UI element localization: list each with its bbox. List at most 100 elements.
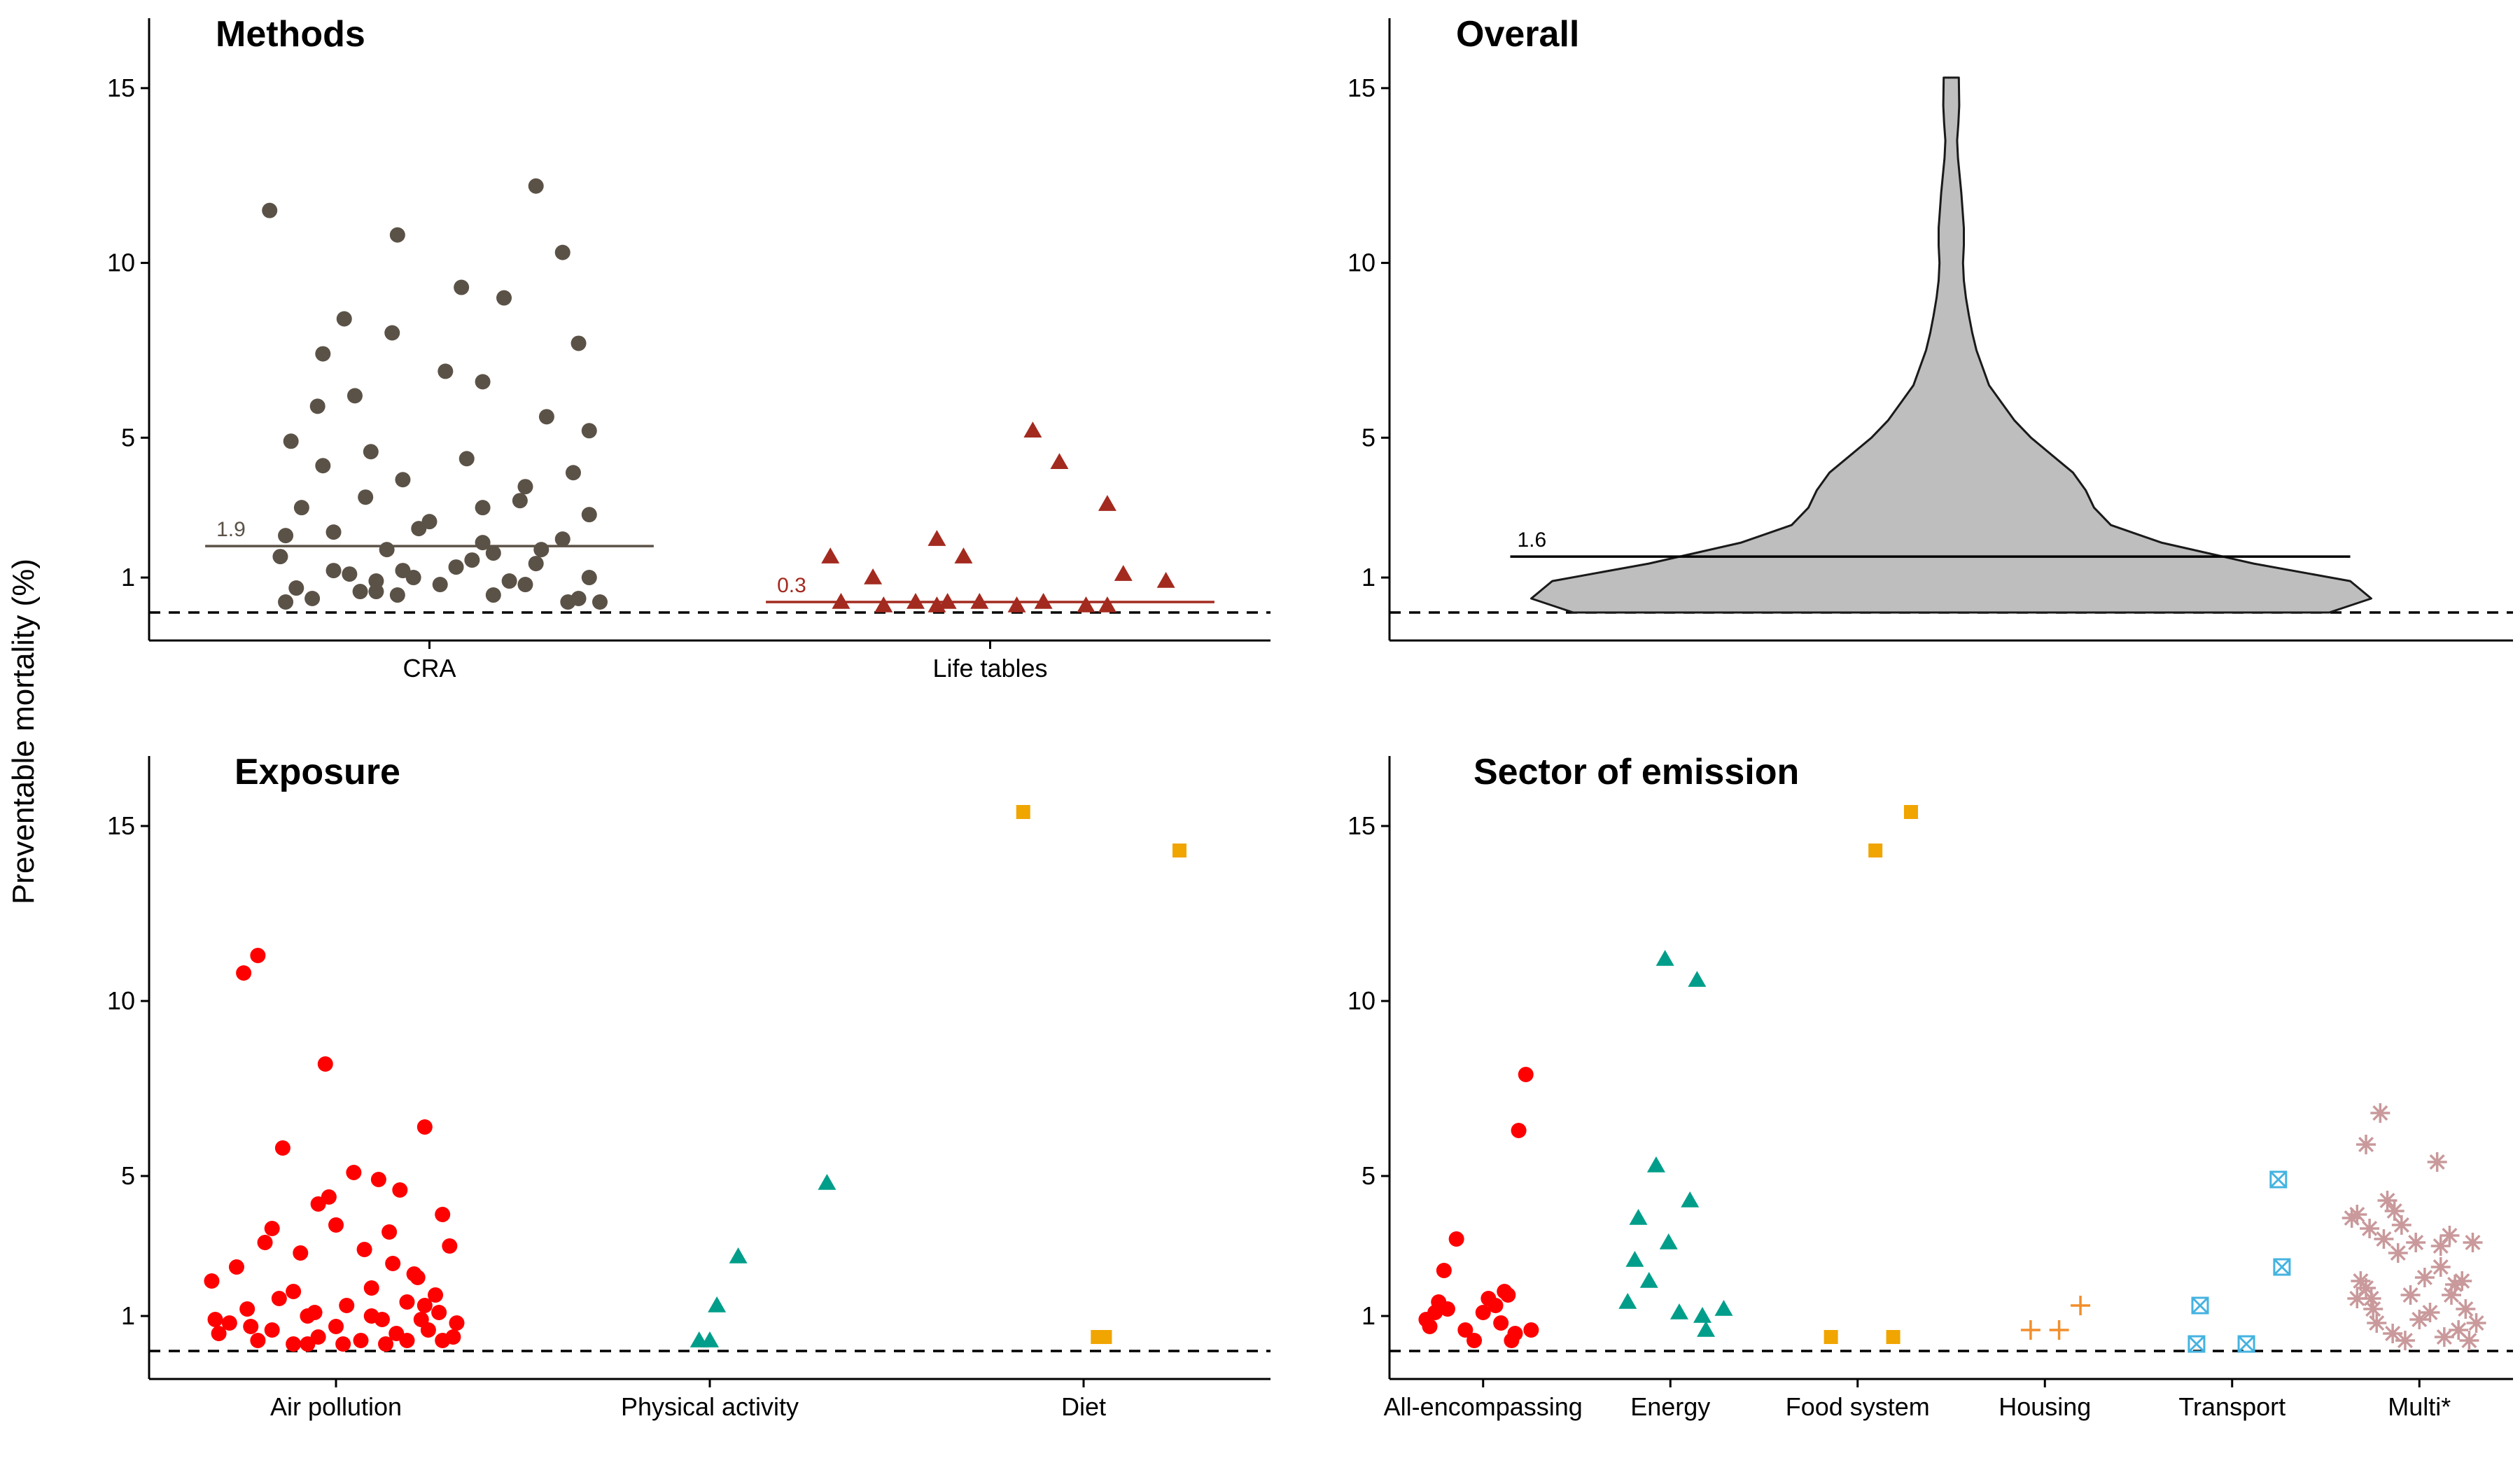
y-tick-label: 15 [107, 811, 135, 840]
data-point [1016, 805, 1030, 819]
data-point [315, 458, 331, 474]
data-point [2391, 1215, 2412, 1235]
data-point [570, 335, 587, 351]
data-point [1023, 421, 1042, 438]
data-point [496, 290, 512, 306]
data-point [207, 1312, 223, 1327]
x-tick-label: Physical activity [621, 1392, 799, 1421]
data-point [328, 1217, 344, 1233]
data-point [378, 1336, 394, 1352]
data-point [368, 573, 384, 589]
data-point [2347, 1205, 2367, 1224]
data-point [1098, 1330, 1112, 1344]
data-point [243, 1319, 259, 1334]
data-point [384, 325, 400, 341]
data-point [1034, 593, 1053, 609]
panel-title: Overall [1456, 14, 1579, 55]
data-point [2020, 1320, 2040, 1340]
data-point [304, 591, 321, 607]
data-point [363, 1308, 379, 1324]
data-point [307, 1305, 323, 1320]
data-point [538, 409, 554, 425]
data-point [1629, 1209, 1648, 1225]
data-point [406, 1266, 422, 1282]
data-point [385, 1256, 401, 1271]
data-point [1466, 1333, 1483, 1348]
data-point [431, 1305, 447, 1320]
data-point [832, 593, 850, 609]
data-point [442, 1238, 458, 1254]
data-point [874, 596, 893, 612]
data-point [2347, 1289, 2367, 1308]
y-tick-label: 1 [121, 1301, 135, 1330]
y-tick-label: 5 [121, 1161, 135, 1190]
data-point [382, 1224, 398, 1240]
data-point [1493, 1315, 1509, 1331]
data-point [2414, 1268, 2435, 1287]
data-point [475, 374, 491, 390]
data-point [1625, 1251, 1644, 1267]
data-point [2237, 1335, 2255, 1353]
data-point [927, 530, 946, 546]
violin-shape [1530, 76, 2372, 614]
data-point [2452, 1271, 2472, 1291]
data-point [399, 1333, 415, 1348]
data-point [1886, 1330, 1900, 1344]
data-point [221, 1315, 237, 1331]
data-point [1697, 1321, 1716, 1337]
y-tick-label: 15 [107, 74, 135, 102]
data-point [1523, 1322, 1539, 1338]
data-point [321, 1189, 337, 1205]
data-point [1457, 1322, 1474, 1338]
y-tick-label: 5 [1362, 423, 1376, 451]
x-tick-label: All-encompassing [1384, 1392, 1583, 1421]
y-tick-label: 10 [107, 986, 135, 1015]
data-point [2395, 1331, 2415, 1350]
data-point [283, 433, 299, 449]
x-tick-label: Housing [1998, 1392, 2091, 1421]
data-point [262, 202, 278, 218]
data-point [1098, 596, 1116, 612]
data-point [2430, 1257, 2451, 1277]
data-point [449, 1315, 465, 1331]
data-point [2071, 1296, 2091, 1315]
data-point [1681, 1191, 1700, 1208]
data-point [864, 568, 883, 584]
x-tick-label: CRA [402, 654, 456, 682]
data-point [954, 547, 973, 564]
data-point [389, 227, 405, 243]
panel-title: Methods [216, 14, 365, 55]
data-point [1639, 1272, 1658, 1288]
data-point [906, 593, 925, 609]
data-point [1418, 1312, 1434, 1327]
data-point [475, 500, 491, 516]
x-tick-label: Life tables [932, 654, 1047, 682]
data-point [560, 594, 576, 610]
data-point [204, 1273, 220, 1289]
data-point [1156, 572, 1175, 588]
data-point [228, 1259, 244, 1275]
data-point [411, 521, 427, 537]
data-point [938, 593, 957, 609]
data-point [2449, 1320, 2469, 1340]
data-point [2363, 1299, 2384, 1319]
data-point [328, 1319, 344, 1334]
data-point [1439, 1301, 1455, 1317]
data-point [2400, 1285, 2421, 1305]
y-axis-label: Preventable mortality (%) [6, 559, 41, 904]
data-point [475, 535, 491, 551]
data-point [399, 1294, 415, 1310]
data-point [501, 573, 517, 589]
y-tick-label: 1 [1362, 1301, 1376, 1330]
data-point [278, 528, 294, 544]
data-point [272, 549, 288, 565]
data-point [1693, 1307, 1712, 1323]
data-point [271, 1291, 287, 1306]
data-point [300, 1336, 316, 1352]
y-tick-label: 10 [107, 248, 135, 277]
data-point [435, 1333, 451, 1348]
data-point [432, 577, 448, 593]
data-point [428, 1287, 444, 1303]
